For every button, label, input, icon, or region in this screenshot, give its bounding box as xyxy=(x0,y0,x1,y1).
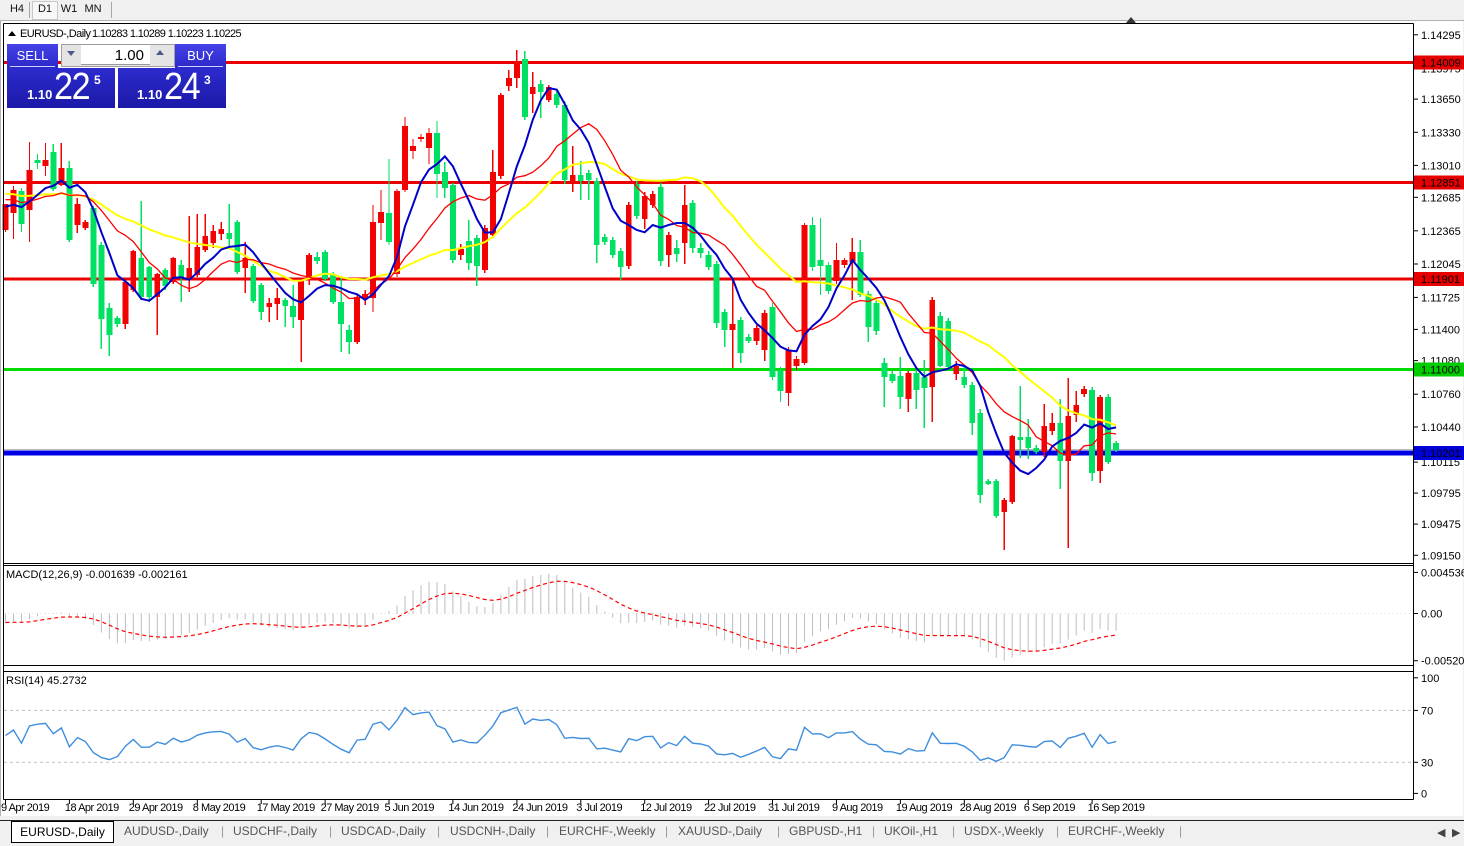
svg-text:100: 100 xyxy=(1421,673,1439,685)
svg-text:1.09150: 1.09150 xyxy=(1421,550,1461,562)
svg-text:0.00: 0.00 xyxy=(1421,609,1442,621)
svg-text:1.10760: 1.10760 xyxy=(1421,389,1461,401)
svg-text:1.11000: 1.11000 xyxy=(1421,365,1460,377)
svg-text:1.13330: 1.13330 xyxy=(1421,127,1461,139)
svg-text:6 Sep 2019: 6 Sep 2019 xyxy=(1024,802,1076,814)
svg-text:24 Jun 2019: 24 Jun 2019 xyxy=(512,802,567,814)
svg-text:5 Jun 2019: 5 Jun 2019 xyxy=(385,802,435,814)
svg-text:30: 30 xyxy=(1421,757,1433,769)
svg-text:1.09475: 1.09475 xyxy=(1421,519,1461,531)
svg-text:1.11400: 1.11400 xyxy=(1421,324,1460,336)
svg-text:1.14295: 1.14295 xyxy=(1421,30,1461,42)
svg-text:0: 0 xyxy=(1421,788,1427,800)
svg-text:28 Aug 2019: 28 Aug 2019 xyxy=(960,802,1017,814)
svg-text:1.12365: 1.12365 xyxy=(1421,226,1461,238)
svg-text:1.13650: 1.13650 xyxy=(1421,94,1461,106)
svg-text:1.12685: 1.12685 xyxy=(1421,192,1461,204)
svg-text:14 Jun 2019: 14 Jun 2019 xyxy=(448,802,503,814)
svg-text:3 Jul 2019: 3 Jul 2019 xyxy=(576,802,622,814)
svg-text:1.11725: 1.11725 xyxy=(1421,292,1460,304)
svg-text:1.09795: 1.09795 xyxy=(1421,488,1461,500)
svg-text:12 Jul 2019: 12 Jul 2019 xyxy=(640,802,692,814)
svg-text:27 May 2019: 27 May 2019 xyxy=(321,802,379,814)
svg-text:70: 70 xyxy=(1421,705,1433,717)
svg-text:9 Aug 2019: 9 Aug 2019 xyxy=(832,802,883,814)
svg-text:19 Aug 2019: 19 Aug 2019 xyxy=(896,802,953,814)
svg-text:18 Apr 2019: 18 Apr 2019 xyxy=(65,802,119,814)
svg-text:1.10115: 1.10115 xyxy=(1421,457,1460,469)
svg-text:1.12851: 1.12851 xyxy=(1421,178,1461,190)
svg-text:0.004536: 0.004536 xyxy=(1421,567,1464,579)
svg-text:22 Jul 2019: 22 Jul 2019 xyxy=(704,802,756,814)
svg-text:8 May 2019: 8 May 2019 xyxy=(193,802,246,814)
svg-text:1.11901: 1.11901 xyxy=(1421,274,1460,286)
svg-text:1.10440: 1.10440 xyxy=(1421,422,1461,434)
svg-text:1.13010: 1.13010 xyxy=(1421,160,1461,172)
svg-text:29 Apr 2019: 29 Apr 2019 xyxy=(129,802,183,814)
svg-text:16 Sep 2019: 16 Sep 2019 xyxy=(1088,802,1145,814)
svg-text:17 May 2019: 17 May 2019 xyxy=(257,802,315,814)
svg-text:1.14009: 1.14009 xyxy=(1421,58,1461,70)
svg-text:-0.005205: -0.005205 xyxy=(1421,656,1464,668)
svg-text:1.12045: 1.12045 xyxy=(1421,259,1461,271)
svg-text:31 Jul 2019: 31 Jul 2019 xyxy=(768,802,820,814)
svg-text:9 Apr 2019: 9 Apr 2019 xyxy=(1,802,50,814)
svg-text:1.10201: 1.10201 xyxy=(1421,448,1461,460)
